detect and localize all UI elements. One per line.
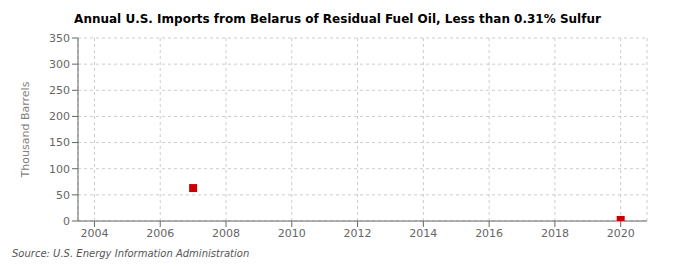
svg-text:50: 50 bbox=[56, 189, 70, 202]
svg-text:2012: 2012 bbox=[344, 227, 372, 240]
svg-text:Thousand Barrels: Thousand Barrels bbox=[19, 81, 32, 178]
svg-text:200: 200 bbox=[49, 110, 70, 123]
svg-text:350: 350 bbox=[49, 32, 70, 45]
svg-text:2016: 2016 bbox=[475, 227, 503, 240]
html-text:Annual U.S. Imports from Belar: Annual U.S. Imports from Belarus of Resi… bbox=[74, 12, 601, 26]
svg-text:0: 0 bbox=[63, 215, 70, 228]
svg-text:2008: 2008 bbox=[212, 227, 240, 240]
svg-text:2010: 2010 bbox=[278, 227, 306, 240]
svg-text:100: 100 bbox=[49, 163, 70, 176]
html-text:Source: U.S. Energy Informatio: Source: U.S. Energy Information Administ… bbox=[12, 248, 250, 259]
svg-text:250: 250 bbox=[49, 84, 70, 97]
svg-text:2018: 2018 bbox=[541, 227, 569, 240]
svg-text:150: 150 bbox=[49, 136, 70, 149]
svg-text:2020: 2020 bbox=[607, 227, 635, 240]
svg-text:2004: 2004 bbox=[80, 227, 108, 240]
svg-text:300: 300 bbox=[49, 58, 70, 71]
svg-text:2014: 2014 bbox=[409, 227, 437, 240]
svg-text:2006: 2006 bbox=[146, 227, 174, 240]
